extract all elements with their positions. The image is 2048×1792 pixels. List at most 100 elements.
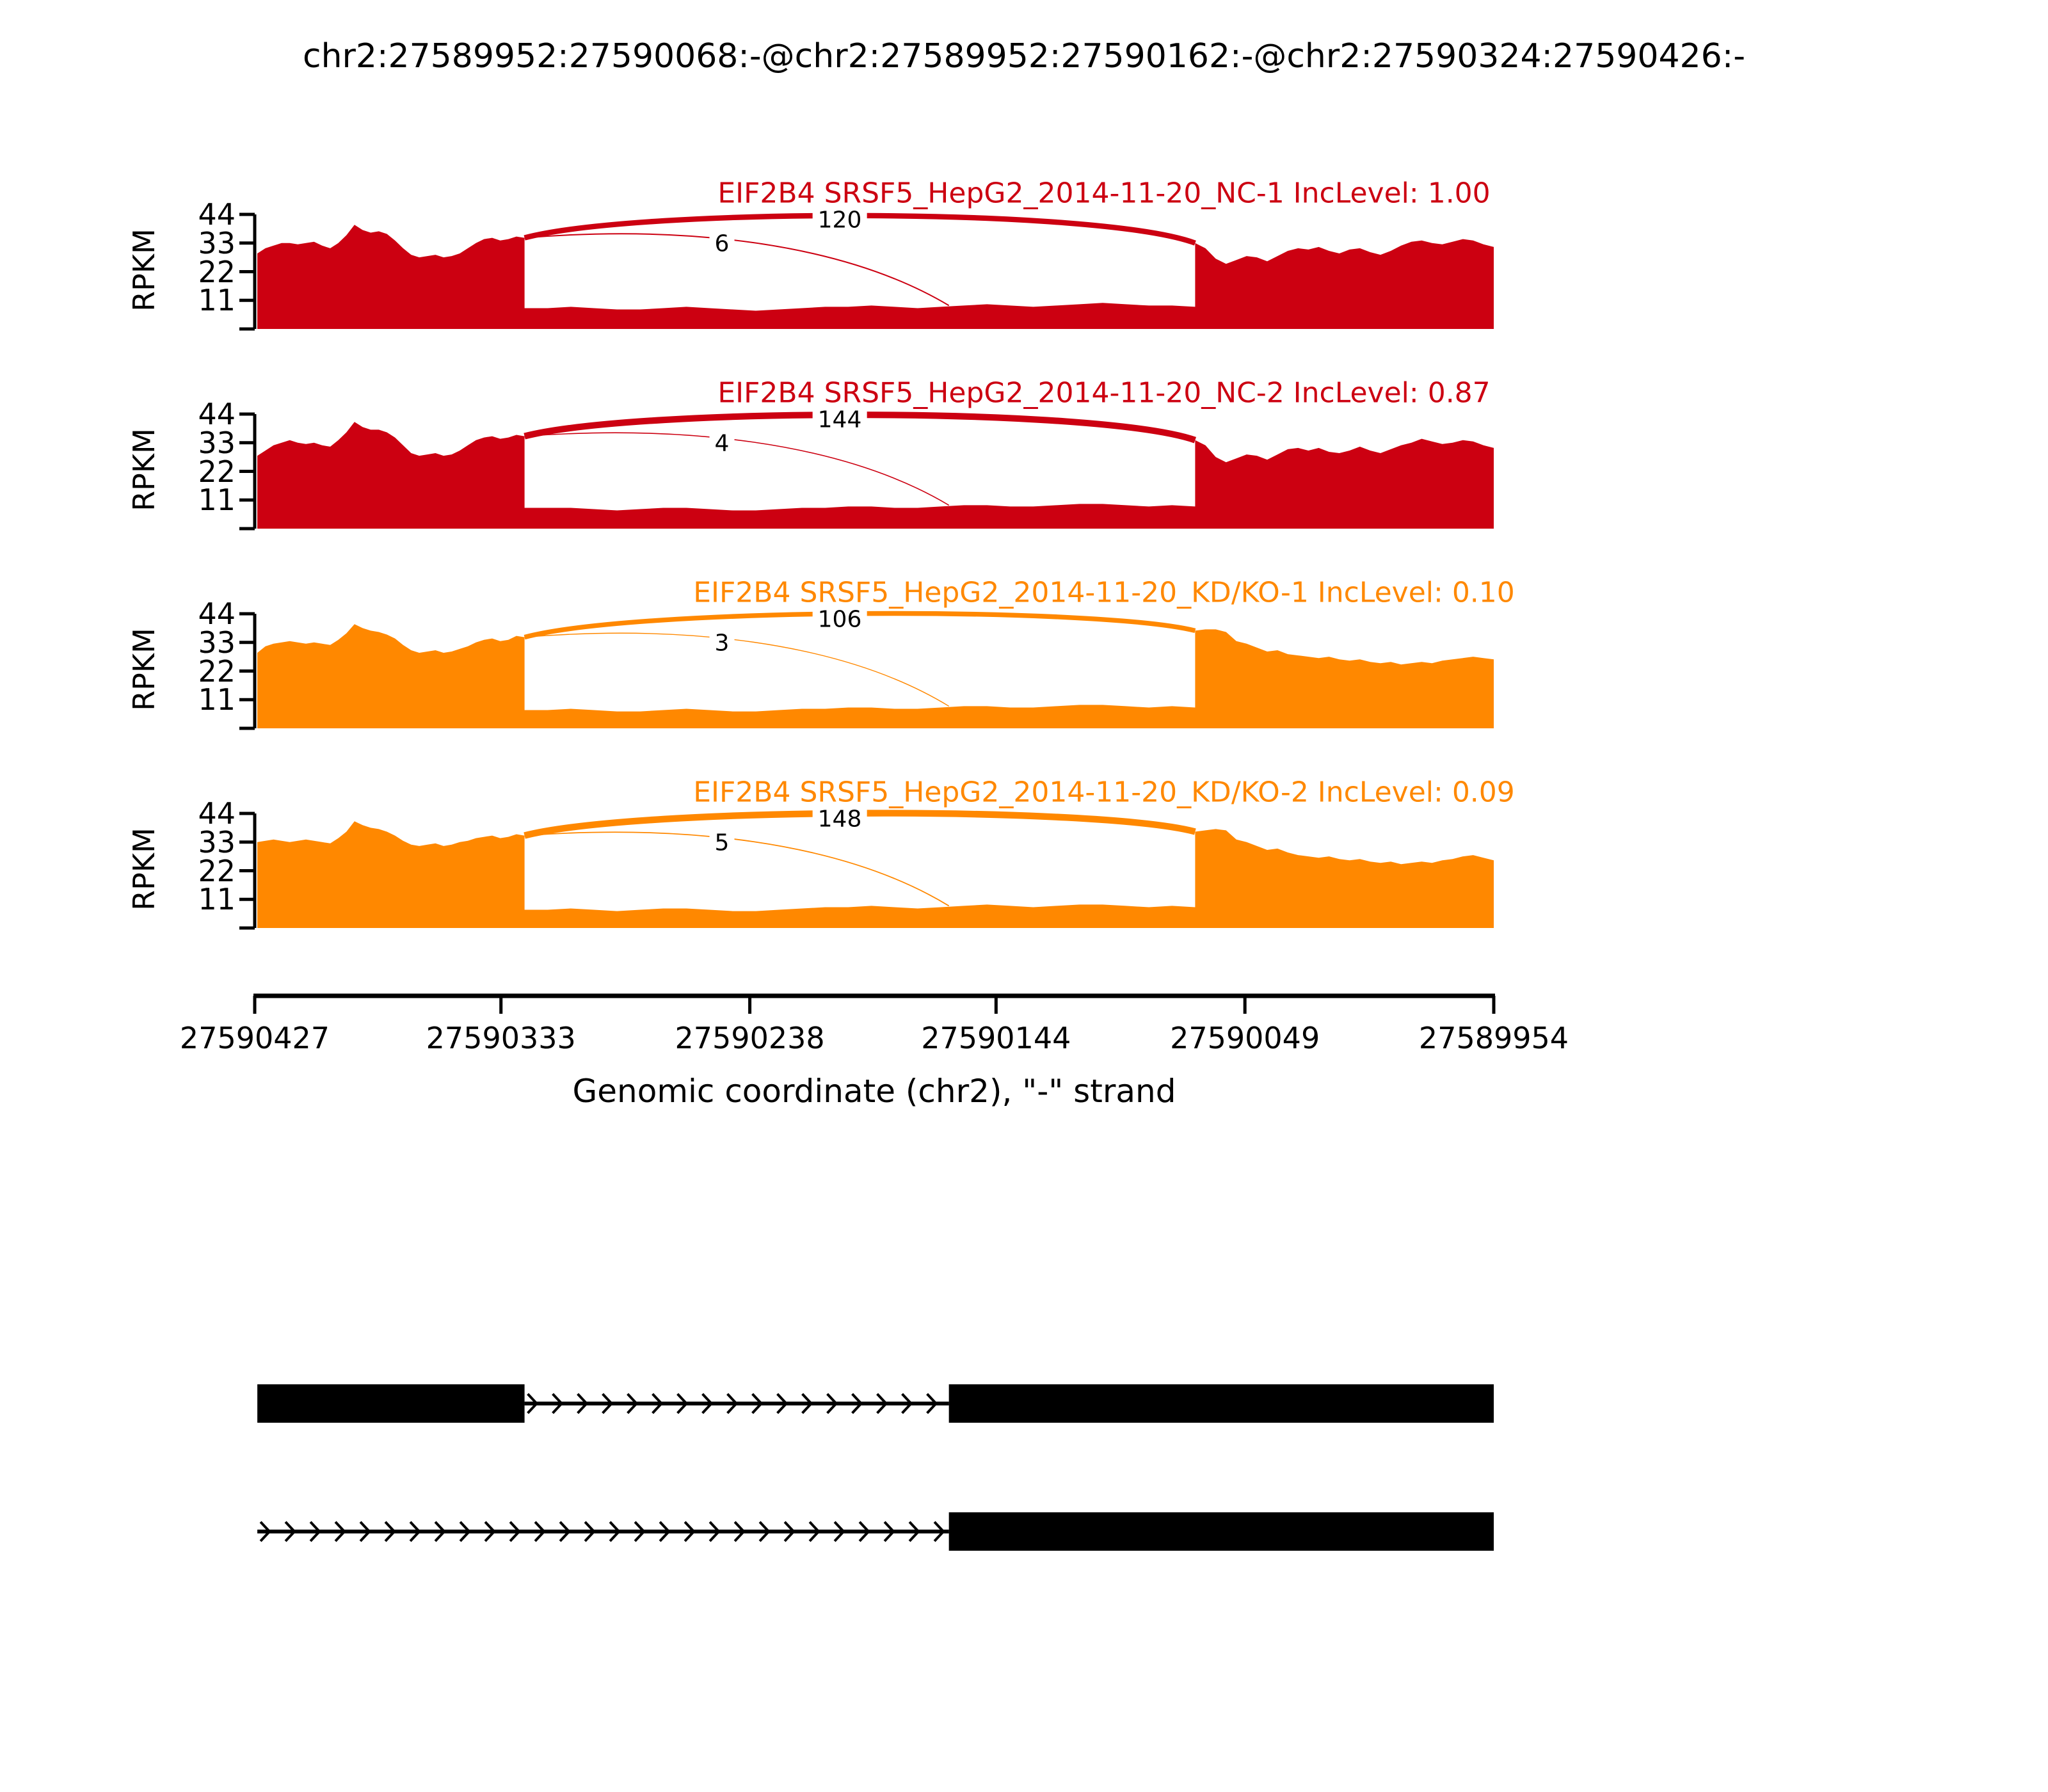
- intron-arrow-chevron: [926, 1393, 938, 1414]
- y-axis-title: RPKM: [127, 628, 161, 711]
- junction-count-inclusion: 6: [709, 230, 735, 257]
- intron-arrow-chevron: [434, 1521, 446, 1542]
- junction-count-skip: 144: [812, 406, 867, 433]
- coverage-area-track-4: [257, 821, 1494, 928]
- intron-arrow-chevron: [627, 1393, 639, 1414]
- intron-arrow-chevron: [751, 1393, 764, 1414]
- intron-arrow-chevron: [284, 1521, 296, 1542]
- intron-arrow-chevron: [527, 1393, 539, 1414]
- junction-arc-incl-track-2: [524, 432, 950, 506]
- y-tick-label: 22: [198, 254, 236, 289]
- y-axis-title: RPKM: [127, 828, 161, 911]
- intron-arrow-chevron: [851, 1393, 863, 1414]
- track-title: EIF2B4 SRSF5_HepG2_2014-11-20_KD/KO-1 In…: [693, 576, 1515, 609]
- x-tick-label: 27590049: [1170, 1021, 1320, 1055]
- intron-arrow-chevron: [676, 1393, 689, 1414]
- intron-arrow-chevron: [933, 1521, 945, 1542]
- intron-arrow-chevron: [801, 1393, 813, 1414]
- y-tick-label: 33: [198, 824, 236, 860]
- intron-arrow-chevron: [901, 1393, 913, 1414]
- y-axis-title: RPKM: [127, 428, 161, 511]
- junction-count-inclusion: 3: [709, 630, 735, 657]
- intron-arrow-chevron: [684, 1521, 696, 1542]
- intron-arrow-chevron: [776, 1393, 788, 1414]
- intron-arrow-chevron: [876, 1393, 888, 1414]
- coverage-area-track-3: [257, 624, 1494, 728]
- y-tick-label: 44: [198, 197, 236, 232]
- intron-arrow-chevron: [559, 1521, 571, 1542]
- intron-arrow-chevron: [534, 1521, 546, 1542]
- y-tick-label: 11: [198, 682, 236, 717]
- x-tick-label: 27590238: [675, 1021, 825, 1055]
- intron-arrow-chevron: [826, 1393, 838, 1414]
- junction-arc-skip-track-3: [524, 611, 1196, 640]
- intron-arrow-chevron: [384, 1521, 396, 1542]
- intron-arrow-chevron: [783, 1521, 796, 1542]
- coverage-area-track-1: [257, 225, 1494, 329]
- junction-count-inclusion: 4: [709, 430, 735, 457]
- intron-arrow-chevron: [259, 1521, 271, 1542]
- junction-arc-skip-track-2: [524, 412, 1197, 444]
- gene-model-exon-isoform-2: [948, 1512, 1494, 1551]
- y-tick-label: 11: [198, 483, 236, 518]
- junction-arc-incl-track-4: [524, 831, 950, 907]
- junction-arc-skip-track-1: [524, 212, 1196, 246]
- intron-arrow-chevron: [409, 1521, 421, 1542]
- junction-arc-incl-track-1: [524, 233, 950, 307]
- y-tick-label: 22: [198, 853, 236, 888]
- y-axis-title: RPKM: [127, 228, 161, 312]
- intron-arrow-chevron: [908, 1521, 920, 1542]
- x-tick-label: 27590427: [179, 1021, 330, 1055]
- y-tick-label: 33: [198, 425, 236, 460]
- junction-count-skip: 106: [812, 606, 867, 633]
- junction-count-inclusion: 5: [709, 829, 735, 856]
- intron-arrow-chevron: [858, 1521, 870, 1542]
- intron-arrow-chevron: [733, 1521, 746, 1542]
- intron-arrow-chevron: [509, 1521, 521, 1542]
- y-tick-label: 22: [198, 653, 236, 689]
- intron-arrow-chevron: [708, 1521, 721, 1542]
- intron-arrow-chevron: [584, 1521, 596, 1542]
- x-tick-label: 27590333: [426, 1021, 576, 1055]
- track-title: EIF2B4 SRSF5_HepG2_2014-11-20_NC-1 IncLe…: [717, 177, 1491, 210]
- junction-arc-skip-track-4: [524, 810, 1196, 839]
- junction-count-skip: 148: [812, 806, 867, 833]
- intron-arrow-chevron: [309, 1521, 321, 1542]
- intron-arrow-chevron: [609, 1521, 621, 1542]
- intron-arrow-chevron: [602, 1393, 614, 1414]
- intron-arrow-chevron: [659, 1521, 671, 1542]
- y-tick-label: 11: [198, 882, 236, 917]
- gene-model-exon-isoform-1: [948, 1384, 1494, 1423]
- junction-arc-incl-track-3: [524, 632, 950, 707]
- intron-arrow-chevron: [808, 1521, 820, 1542]
- y-tick-label: 33: [198, 625, 236, 660]
- y-tick-label: 44: [198, 596, 236, 631]
- intron-arrow-chevron: [634, 1521, 646, 1542]
- intron-arrow-chevron: [833, 1521, 845, 1542]
- intron-arrow-chevron: [459, 1521, 471, 1542]
- track-title: EIF2B4 SRSF5_HepG2_2014-11-20_KD/KO-2 In…: [693, 776, 1515, 809]
- coverage-area-track-2: [257, 422, 1494, 529]
- figure-title: chr2:27589952:27590068:-@chr2:27589952:2…: [302, 37, 1746, 76]
- y-tick-label: 44: [198, 796, 236, 831]
- intron-arrow-chevron: [701, 1393, 714, 1414]
- x-tick-label: 27590144: [921, 1021, 1071, 1055]
- intron-arrow-chevron: [726, 1393, 739, 1414]
- y-tick-label: 44: [198, 397, 236, 431]
- intron-arrow-chevron: [552, 1393, 564, 1414]
- intron-arrow-chevron: [577, 1393, 589, 1414]
- gene-model-exon-isoform-1: [257, 1384, 525, 1423]
- x-tick-label: 27589954: [1418, 1021, 1569, 1055]
- intron-arrow-chevron: [758, 1521, 771, 1542]
- intron-arrow-chevron: [484, 1521, 496, 1542]
- junction-count-skip: 120: [812, 207, 867, 234]
- y-tick-label: 11: [198, 283, 236, 318]
- x-axis-title: Genomic coordinate (chr2), "-" strand: [572, 1073, 1176, 1110]
- y-tick-label: 33: [198, 225, 236, 260]
- y-tick-label: 22: [198, 454, 236, 489]
- intron-arrow-chevron: [359, 1521, 371, 1542]
- intron-arrow-chevron: [883, 1521, 895, 1542]
- track-title: EIF2B4 SRSF5_HepG2_2014-11-20_NC-2 IncLe…: [717, 376, 1491, 410]
